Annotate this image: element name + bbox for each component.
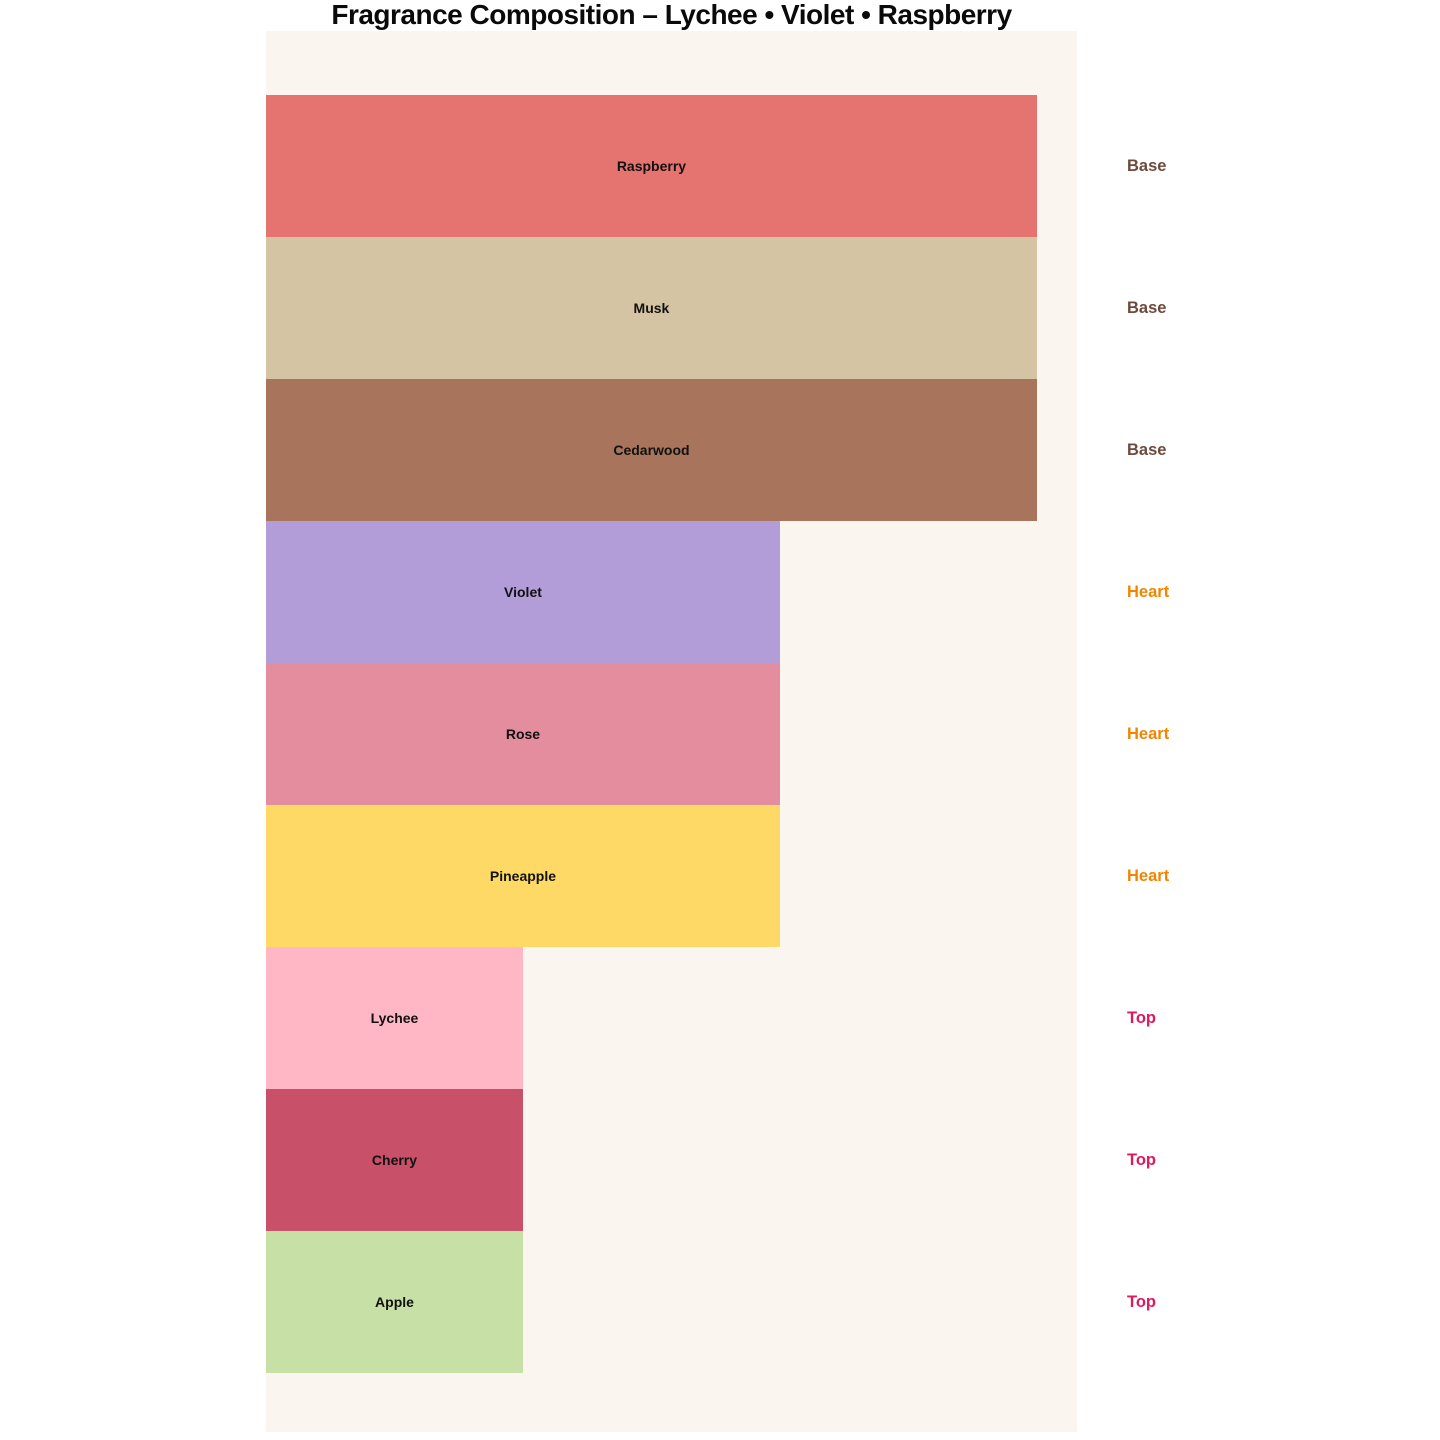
level-label-apple: Top (1127, 1292, 1157, 1311)
bar-label-apple: Apple (375, 1294, 414, 1310)
note-level-labels: Base Base Base Heart Heart Heart Top Top… (1127, 95, 1267, 1373)
bar-raspberry: Raspberry (266, 95, 1037, 237)
bar-apple: Apple (266, 1231, 523, 1373)
bar-musk: Musk (266, 237, 1037, 379)
bar-pineapple: Pineapple (266, 805, 780, 947)
bar-cherry: Cherry (266, 1089, 523, 1231)
level-label-musk: Base (1127, 298, 1167, 317)
bar-stack: Raspberry Musk Cedarwood Violet Rose Pin… (266, 95, 1077, 1373)
bar-label-lychee: Lychee (370, 1010, 419, 1026)
bar-label-pineapple: Pineapple (489, 868, 557, 884)
bar-label-rose: Rose (505, 726, 541, 742)
bar-rose: Rose (266, 663, 780, 805)
bar-label-raspberry: Raspberry (616, 158, 687, 174)
plot-area: Raspberry Musk Cedarwood Violet Rose Pin… (266, 31, 1077, 1432)
level-label-cedarwood: Base (1127, 440, 1167, 459)
bar-violet: Violet (266, 521, 780, 663)
level-label-raspberry: Base (1127, 156, 1167, 175)
bar-cedarwood: Cedarwood (266, 379, 1037, 521)
bar-label-musk: Musk (633, 300, 670, 316)
level-label-lychee: Top (1127, 1008, 1157, 1027)
chart-title: Fragrance Composition – Lychee • Violet … (331, 0, 1012, 30)
bar-label-violet: Violet (504, 584, 542, 600)
bar-lychee: Lychee (266, 947, 523, 1089)
level-label-pineapple: Heart (1127, 866, 1170, 885)
bar-label-cherry: Cherry (371, 1152, 418, 1168)
level-label-cherry: Top (1127, 1150, 1157, 1169)
level-label-violet: Heart (1127, 582, 1170, 601)
bar-label-cedarwood: Cedarwood (613, 442, 690, 458)
level-label-rose: Heart (1127, 724, 1170, 743)
